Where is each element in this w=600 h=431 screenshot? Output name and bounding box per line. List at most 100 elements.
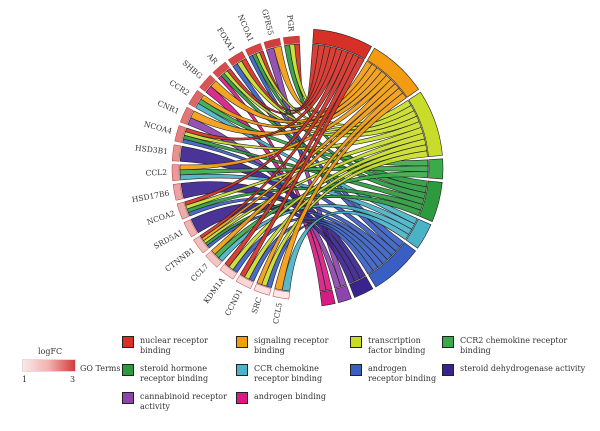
gene-arc-ncoa4 bbox=[174, 125, 186, 143]
gene-label-hsd3b1: HSD3B1 bbox=[135, 143, 169, 156]
legend-swatch bbox=[122, 364, 134, 376]
chord-link-ccl5 bbox=[274, 92, 407, 291]
chord-link-ccl5 bbox=[281, 210, 410, 292]
legend-item-nuclear-receptor-binding: nuclear receptor binding bbox=[122, 336, 232, 356]
gene-arc-pgr bbox=[282, 35, 300, 45]
gene-arc-ccr2 bbox=[188, 89, 204, 108]
gene-arc-src bbox=[253, 283, 272, 296]
legend-item-steroid-hormone-receptor-binding: steroid hormone receptor binding bbox=[122, 364, 232, 384]
gene-label-foxa1: FOXA1 bbox=[215, 26, 237, 54]
term-arc bbox=[368, 242, 416, 288]
logfc-gradient-bar bbox=[22, 359, 76, 372]
gene-arc-srd5a1 bbox=[183, 219, 198, 238]
chord-link-ncoa2 bbox=[184, 49, 349, 206]
term-arc bbox=[319, 289, 336, 307]
gene-arc-shbg bbox=[199, 74, 216, 92]
gene-label-ncoa4: NCOA4 bbox=[143, 119, 174, 135]
legend-item-transcription-factor-binding: transcription factor binding bbox=[350, 336, 440, 356]
gene-label-srd5a1: SRD5A1 bbox=[152, 228, 185, 251]
gene-arc-cnr1 bbox=[179, 106, 194, 125]
legend-label: transcription factor binding bbox=[368, 336, 426, 355]
gene-label-shbg: SHBG bbox=[181, 58, 205, 80]
gene-arc-ccnd1 bbox=[235, 274, 254, 290]
gene-arc-hsd17b6 bbox=[172, 183, 184, 201]
chord-link-foxa1 bbox=[232, 63, 401, 252]
term-arc bbox=[334, 285, 352, 304]
legend-swatch bbox=[236, 364, 248, 376]
gene-label-ctnnb1: CTNNB1 bbox=[163, 246, 196, 274]
legend-item-steroid-dehydrogenase-activity: steroid dehydrogenase activity bbox=[442, 364, 592, 376]
term-arc bbox=[349, 276, 374, 298]
gene-arc-kdm1a bbox=[219, 263, 238, 280]
legend-label: steroid dehydrogenase activity bbox=[460, 364, 586, 373]
legend-label: steroid hormone receptor binding bbox=[140, 364, 209, 383]
gene-arc-gpr55 bbox=[263, 37, 282, 50]
gene-label-hsd17b6: HSD17B6 bbox=[131, 188, 170, 204]
gene-arc-ncoa1 bbox=[245, 43, 264, 57]
logfc-min-label: 1 bbox=[22, 375, 28, 384]
legend-item-signaling-receptor-binding: signaling receptor binding bbox=[236, 336, 348, 356]
logfc-title: logFC bbox=[38, 347, 63, 356]
logfc-max-label: 3 bbox=[70, 375, 76, 384]
term-arc bbox=[418, 180, 443, 222]
gene-arc-ccl5 bbox=[272, 289, 290, 300]
gene-label-ncoa1: NCOA1 bbox=[236, 13, 256, 43]
chord-link-ctnnb1 bbox=[203, 132, 425, 244]
chord-link-ccl7 bbox=[211, 83, 400, 255]
term-arc bbox=[312, 29, 372, 60]
legend-label: androgen receptor binding bbox=[368, 364, 437, 383]
gene-label-ccnd1: CCND1 bbox=[223, 287, 244, 317]
gene-arc-ctnnb1 bbox=[193, 235, 209, 254]
chord-link-cnr1 bbox=[190, 70, 387, 136]
legend-label: signaling receptor binding bbox=[254, 336, 329, 355]
chord-link-src bbox=[261, 150, 428, 287]
legend-label: CCR2 chemokine receptor binding bbox=[460, 336, 568, 355]
legend-label: nuclear receptor binding bbox=[140, 336, 208, 355]
gene-label-pgr: PGR bbox=[285, 14, 296, 32]
gene-arc-ccl2 bbox=[171, 164, 180, 182]
legend-item-ccr-chemokine-receptor-binding: CCR chemokine receptor binding bbox=[236, 364, 348, 384]
chord-link-foxa1 bbox=[241, 45, 331, 112]
term-arc bbox=[366, 47, 420, 98]
legend-label: CCR chemokine receptor binding bbox=[254, 364, 323, 383]
gene-arc-ncoa2 bbox=[176, 201, 190, 220]
gene-label-ccl2: CCL2 bbox=[145, 168, 167, 178]
legend-item-cannabinoid-receptor-activity: cannabinoid receptor activity bbox=[122, 392, 232, 412]
chord-link-kdm1a bbox=[224, 53, 360, 268]
chord-link-shbg bbox=[205, 85, 327, 292]
gene-label-ccr2: CCR2 bbox=[168, 78, 192, 98]
chord-link-ncoa1 bbox=[259, 44, 325, 109]
legend-swatch bbox=[236, 392, 248, 404]
gene-label-ccl7: CCL7 bbox=[189, 262, 211, 284]
legend-swatch bbox=[236, 336, 248, 348]
gene-label-kdm1a: KDM1A bbox=[202, 275, 227, 305]
term-arc bbox=[405, 218, 432, 249]
legend-label: cannabinoid receptor activity bbox=[140, 392, 227, 411]
legend-swatch bbox=[350, 364, 362, 376]
legend-swatch bbox=[122, 392, 134, 404]
legend-swatch bbox=[442, 336, 454, 348]
legend-swatch bbox=[350, 336, 362, 348]
gene-label-ar: AR bbox=[205, 51, 220, 66]
chord-link-src bbox=[256, 87, 404, 285]
gene-label-gpr55: GPR55 bbox=[260, 8, 275, 36]
legend-item-androgen-binding: androgen binding bbox=[236, 392, 348, 404]
chord-link-hsd3b1 bbox=[179, 145, 366, 279]
legend-swatch bbox=[442, 364, 454, 376]
gene-label-ncoa2: NCOA2 bbox=[146, 209, 176, 227]
gene-label-cnr1: CNR1 bbox=[156, 99, 181, 117]
gene-arc-ccl7 bbox=[205, 250, 223, 268]
chord-link-ccnd1 bbox=[239, 56, 365, 278]
legend-label: androgen binding bbox=[254, 392, 327, 401]
chord-link-ar bbox=[226, 46, 337, 115]
gene-label-ccl5: CCL5 bbox=[271, 302, 284, 325]
chord-link-src bbox=[266, 222, 374, 289]
gene-arc-foxa1 bbox=[227, 51, 246, 66]
chord-link-ncoa4 bbox=[185, 47, 343, 141]
term-arc bbox=[428, 158, 444, 180]
term-arc bbox=[408, 91, 443, 157]
legend-swatch bbox=[122, 336, 134, 348]
legend-item-androgen-receptor-binding: androgen receptor binding bbox=[350, 364, 440, 384]
gene-label-src: SRC bbox=[250, 296, 264, 315]
